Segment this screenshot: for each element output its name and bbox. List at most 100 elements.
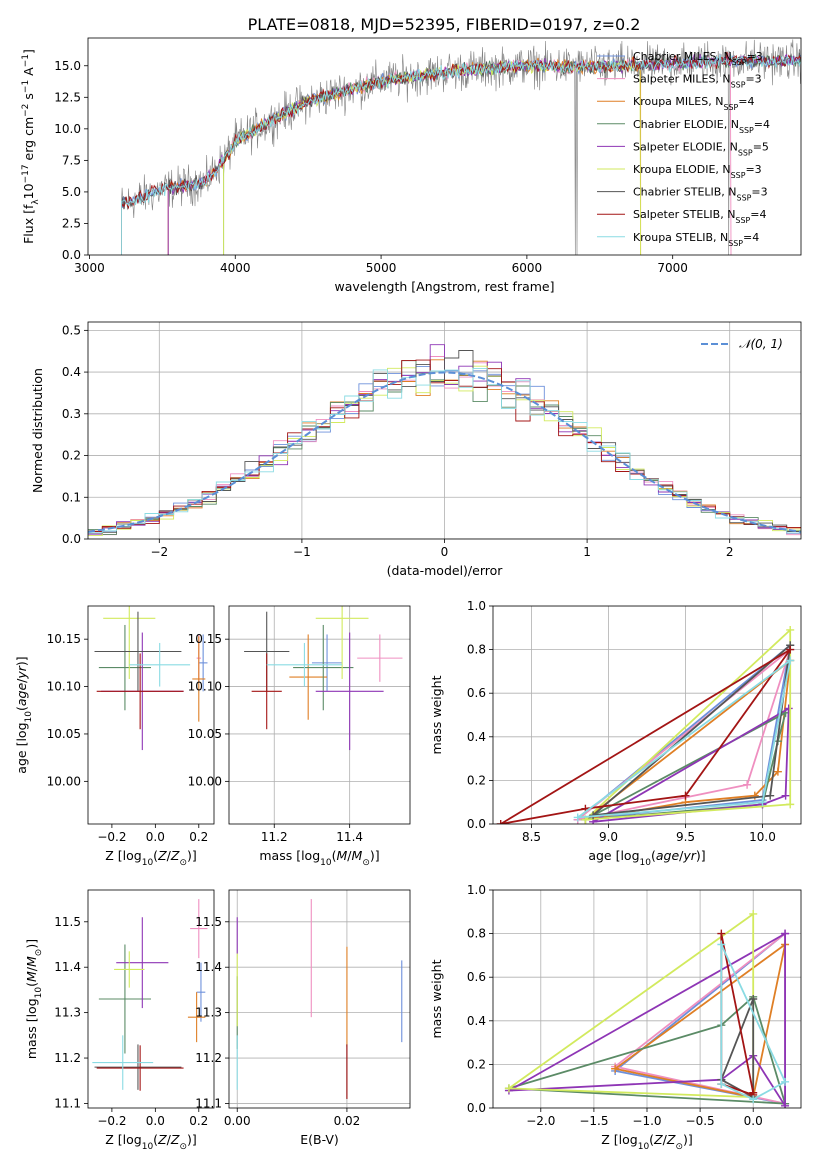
x-tick-label: 0.0 (146, 1114, 165, 1128)
y-tick-label: 0.5 (62, 323, 81, 337)
weight-line-7 (720, 932, 755, 1096)
legend-label: Salpeter STELIB, NSSP=4 (633, 208, 766, 225)
x-tick-label: −1 (293, 545, 311, 559)
y-tick-label: 0.0 (62, 532, 81, 546)
weight-marker (573, 813, 582, 822)
weight-marker (611, 1064, 620, 1073)
axes-frame (87, 321, 802, 540)
weight-marker (758, 798, 767, 807)
y-tick-label: 11.2 (195, 1051, 222, 1065)
weight-marker (496, 820, 505, 824)
x-tick-label: 0.0 (744, 1114, 763, 1128)
weight-marker (717, 940, 726, 949)
plot-area (94, 606, 208, 751)
weight-marker (749, 1095, 758, 1104)
x-axis-label: (data-model)/error (387, 563, 504, 578)
axes-frame (492, 889, 802, 1109)
y-axis-label: mass weight (429, 675, 444, 754)
weight-marker (781, 1101, 790, 1108)
plot-area (88, 322, 801, 539)
weight-line-1 (576, 648, 792, 821)
y-tick-label: 15.0 (54, 59, 81, 73)
x-tick-label: 9.0 (599, 830, 618, 844)
weight-marker (781, 791, 790, 800)
x-tick-label: 5000 (366, 261, 397, 275)
legend-label: 𝒩(0, 1) (739, 337, 783, 351)
y-tick-label: 10.15 (47, 632, 81, 646)
x-tick-label: 10.0 (749, 830, 776, 844)
y-tick-label: 11.5 (54, 915, 81, 929)
y-tick-label: 11.1 (195, 1096, 222, 1110)
model-line-8 (121, 52, 801, 255)
weight-marker (781, 1077, 790, 1086)
legend-label: Kroupa STELIB, NSSP=4 (633, 231, 759, 248)
weight-marker (750, 791, 759, 800)
axes-mass-vs-ebv: 0.00 0.02 11.1 11.2 11.3 11.4 11.5 E(B-V) (195, 889, 411, 1147)
y-tick-label: 7.5 (62, 153, 81, 167)
y-tick-label: 10.05 (47, 727, 81, 741)
weight-marker (766, 791, 775, 800)
weight-marker (749, 909, 758, 918)
weight-line-8 (576, 659, 792, 819)
x-axis-label: age [log10(age/yr)] (588, 848, 705, 868)
y-tick-label: 0.8 (467, 643, 486, 657)
weight-marker (749, 995, 758, 1003)
axes-massweight-vs-Z: −2.0 −1.5 −1.0 −0.5 0.0 0.0 0.2 0.4 0.6 0.8 1.0 Z [… (429, 883, 802, 1152)
y-tick-label: 10.00 (47, 774, 81, 788)
y-tick-label: 11.5 (195, 915, 222, 929)
x-tick-label: −0.2 (97, 830, 126, 844)
legend-label: Chabrier MILES, NSSP=3 (633, 50, 763, 67)
histogram-series-8 (88, 368, 801, 534)
x-axis-label: wavelength [Angstrom, rest frame] (334, 279, 554, 294)
x-tick-label: 0 (441, 545, 449, 559)
x-axis-label: Z [log10(Z/Z⊙)] (601, 1132, 693, 1152)
weight-marker (786, 645, 795, 654)
x-tick-label: 0.0 (146, 830, 165, 844)
x-tick-label: 9.5 (676, 830, 695, 844)
x-tick-label: 6000 (512, 261, 543, 275)
y-tick-label: 0.0 (467, 1101, 486, 1115)
y-tick-label: 0.4 (467, 730, 486, 744)
weight-marker (773, 767, 782, 776)
x-axis-label: mass [log10(M/M⊙)] (259, 848, 379, 868)
weight-marker (786, 800, 795, 809)
y-tick-label: 11.2 (54, 1051, 81, 1065)
axes-residuals: −2 −1 0 1 2 0.0 0.1 0.2 0.3 0.4 0.5 (data-model)/er… (30, 321, 802, 578)
legend-label: Kroupa ELODIE, NSSP=3 (633, 163, 762, 180)
axes-age-vs-Z: −0.2 0.0 0.2 10.00 10.05 10.10 10.15 Z [log10(Z… (14, 605, 215, 868)
y-tick-label: 11.1 (54, 1096, 81, 1110)
x-tick-label: 0.2 (189, 1114, 208, 1128)
y-tick-label: 0.3 (62, 407, 81, 421)
figure-title: PLATE=0818, MJD=52395, FIBERID=0197, z=0… (248, 15, 641, 34)
y-tick-label: 0.2 (62, 449, 81, 463)
x-tick-label: 0.00 (224, 1114, 251, 1128)
weight-line-6 (592, 644, 792, 817)
weight-marker (681, 791, 690, 800)
y-tick-label: 10.10 (188, 680, 222, 694)
legend-label: Salpeter ELODIE, NSSP=5 (633, 140, 769, 157)
x-tick-label: 0.02 (334, 1114, 361, 1128)
axes-frame (228, 889, 411, 1109)
weight-marker (784, 704, 793, 713)
legend-label: Chabrier ELODIE, NSSP=4 (633, 118, 770, 135)
y-tick-label: 0.6 (467, 970, 486, 984)
plot-area (229, 606, 410, 824)
y-tick-label: 0.2 (467, 1057, 486, 1071)
y-tick-label: 10.0 (54, 122, 81, 136)
legend-label: Kroupa MILES, NSSP=4 (633, 95, 754, 112)
model-line-2 (167, 56, 642, 255)
y-axis-label: Normed distribution (30, 368, 45, 493)
weight-line-4 (508, 932, 786, 1107)
y-axis-label: mass [log10(M/M⊙)] (24, 939, 44, 1059)
y-tick-label: 0.4 (62, 365, 81, 379)
y-axis-label: mass weight (429, 959, 444, 1038)
axes-frame (228, 605, 411, 825)
x-tick-label: −1.5 (579, 1114, 608, 1128)
x-tick-label: 0.2 (189, 830, 208, 844)
weight-marker (786, 656, 795, 665)
x-tick-label: 11.2 (261, 830, 288, 844)
x-tick-label: 3000 (74, 261, 105, 275)
y-tick-label: 11.4 (54, 960, 81, 974)
plot-area (493, 606, 801, 824)
